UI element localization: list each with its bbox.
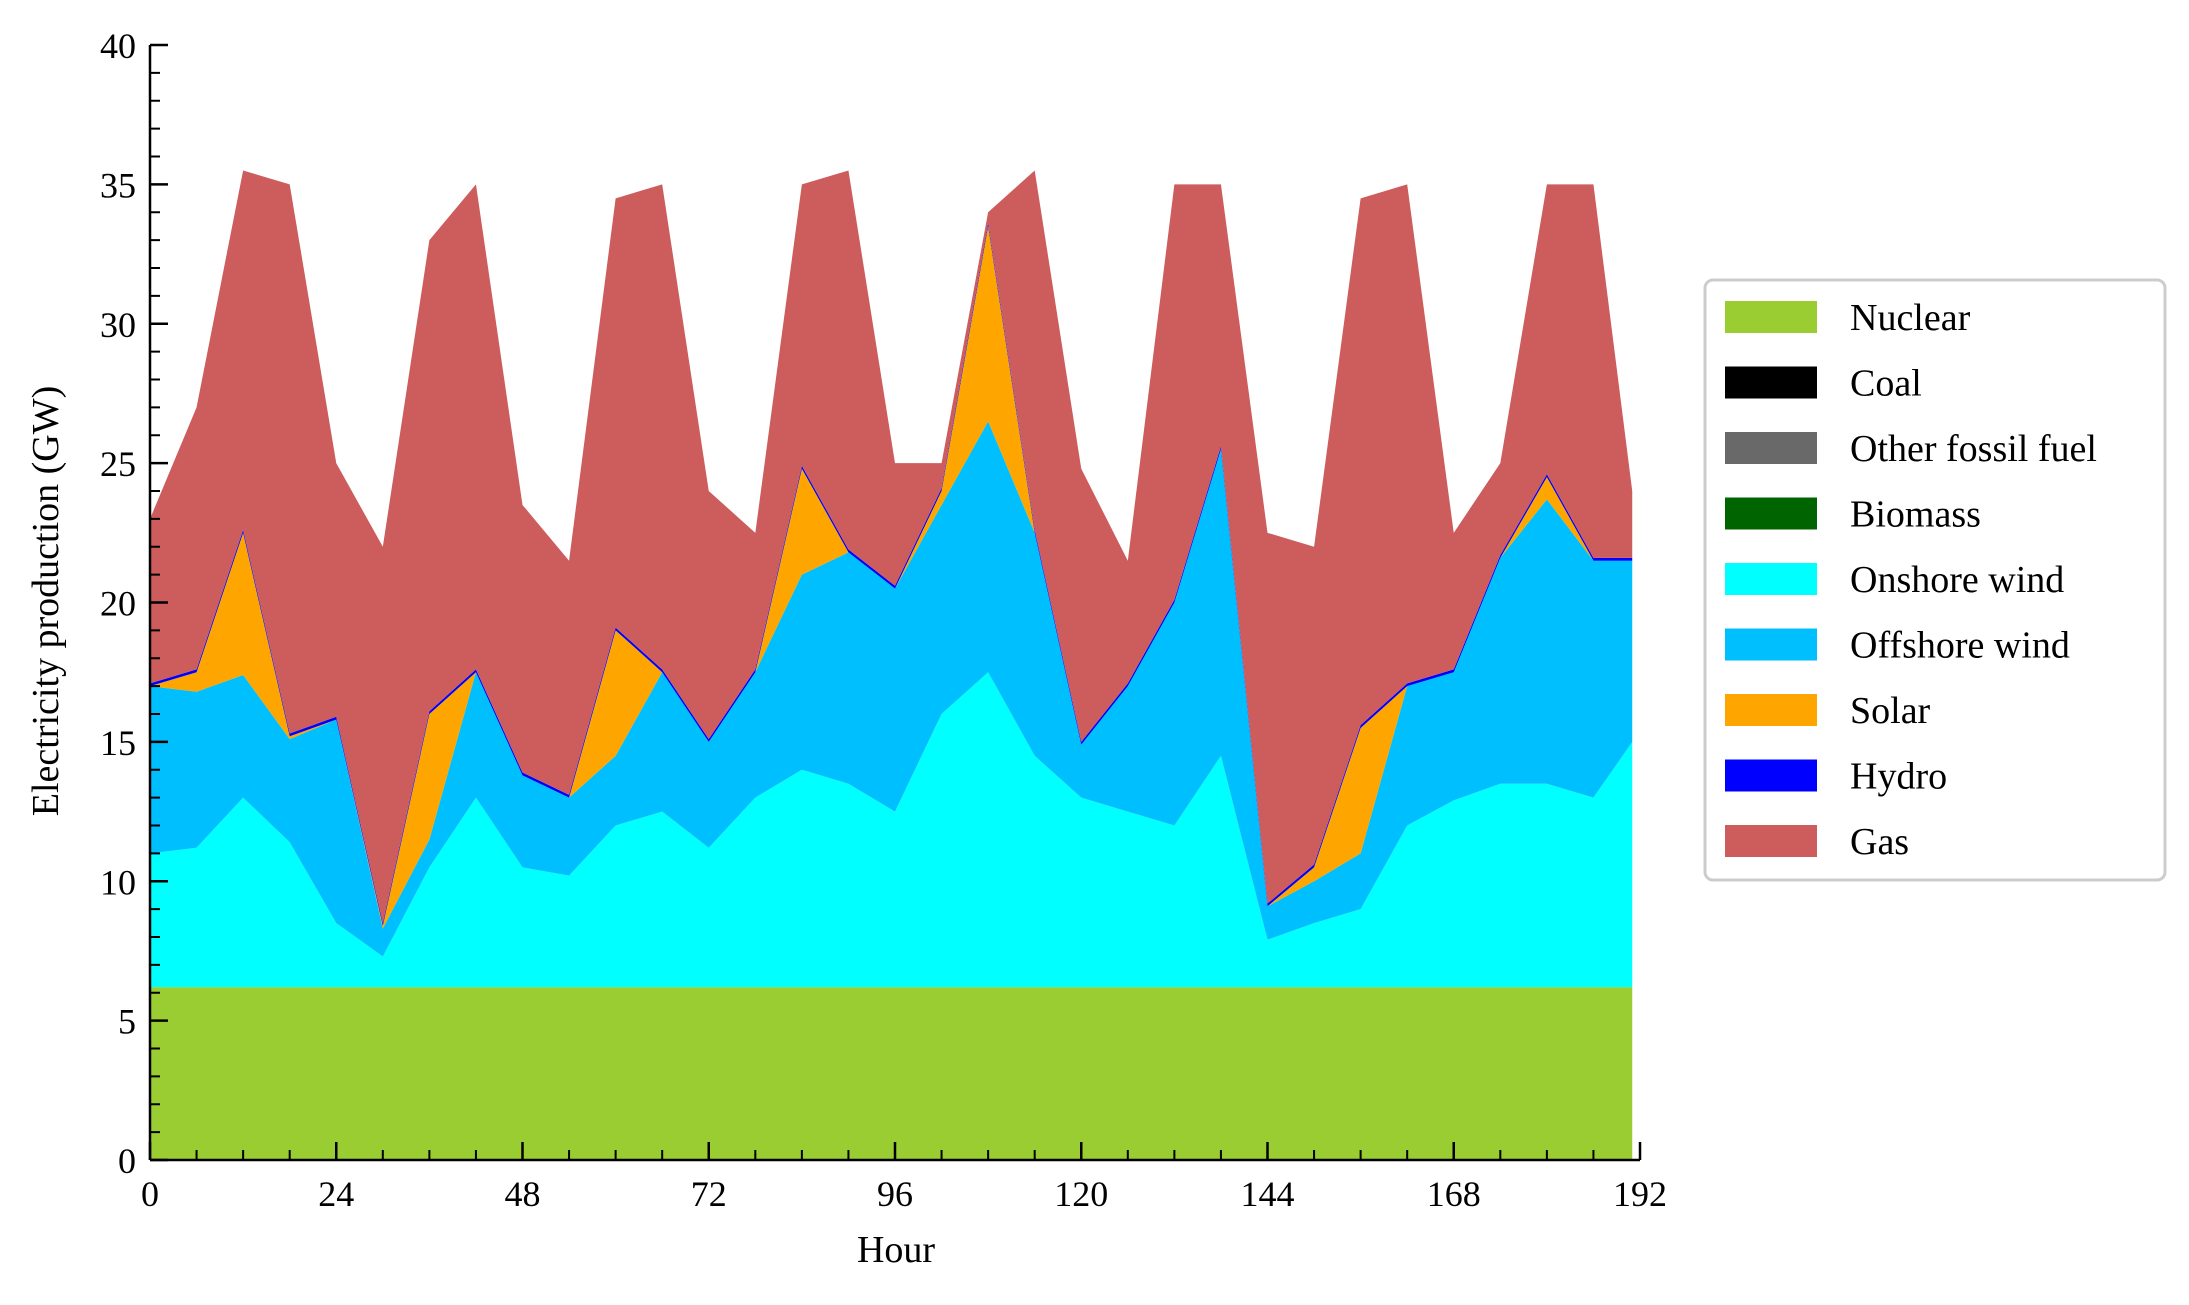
area-onshore-wind bbox=[150, 672, 1633, 988]
x-tick-label: 48 bbox=[505, 1174, 541, 1214]
y-tick-label: 25 bbox=[100, 444, 136, 484]
legend-swatch-onshore-wind bbox=[1725, 563, 1817, 595]
legend-swatch-coal bbox=[1725, 366, 1817, 399]
legend-label-biomass: Biomass bbox=[1850, 494, 1981, 536]
legend-label-gas: Gas bbox=[1850, 821, 1909, 863]
x-tick-label: 192 bbox=[1613, 1174, 1667, 1214]
plot-area bbox=[150, 170, 1633, 1160]
legend-label-offshore-wind: Offshore wind bbox=[1850, 625, 2070, 667]
legend-label-solar: Solar bbox=[1850, 690, 1931, 732]
x-axis-label: Hour bbox=[857, 1229, 935, 1271]
y-tick-label: 15 bbox=[100, 723, 136, 763]
y-tick-label: 20 bbox=[100, 584, 136, 624]
legend-label-hydro: Hydro bbox=[1850, 756, 1947, 798]
legend-swatch-nuclear bbox=[1725, 301, 1817, 333]
x-tick-label: 24 bbox=[318, 1174, 354, 1214]
y-axis-label: Electricity production (GW) bbox=[25, 386, 67, 817]
legend-label-coal: Coal bbox=[1850, 363, 1922, 405]
legend-box bbox=[1703, 278, 2167, 882]
x-tick-label: 120 bbox=[1054, 1174, 1108, 1214]
y-tick-label: 5 bbox=[118, 1002, 136, 1042]
y-tick-label: 35 bbox=[100, 165, 136, 205]
x-tick-label: 144 bbox=[1241, 1174, 1295, 1214]
legend-swatch-other-fossil-fuel bbox=[1725, 432, 1817, 464]
area-nuclear bbox=[150, 987, 1633, 1160]
legend-swatch-hydro bbox=[1725, 759, 1817, 792]
y-tick-label: 10 bbox=[100, 862, 136, 902]
legend: Nuclear Coal Other fossil fuel Biomass Onsho… bbox=[1703, 278, 2167, 882]
y-tick-label: 0 bbox=[118, 1141, 136, 1181]
x-tick-label: 96 bbox=[877, 1174, 913, 1214]
area-offshore-wind bbox=[150, 421, 1633, 957]
y-tick-label: 30 bbox=[100, 305, 136, 345]
legend-swatch-solar bbox=[1725, 694, 1817, 726]
x-tick-label: 72 bbox=[691, 1174, 727, 1214]
legend-label-nuclear: Nuclear bbox=[1850, 297, 1971, 339]
legend-label-other-fossil-fuel: Other fossil fuel bbox=[1850, 428, 2097, 470]
legend-swatch-gas bbox=[1725, 825, 1817, 857]
legend-label-onshore-wind: Onshore wind bbox=[1850, 559, 2064, 601]
y-tick-label: 40 bbox=[100, 26, 136, 66]
x-tick-label: 0 bbox=[141, 1174, 159, 1214]
legend-swatch-biomass bbox=[1725, 497, 1817, 530]
area-gas bbox=[150, 170, 1633, 924]
x-tick-label: 168 bbox=[1427, 1174, 1481, 1214]
legend-swatch-offshore-wind bbox=[1725, 628, 1817, 661]
axes: 0 5 10 15 20 25 30 35 40 0 24 48 72 96 120 144 168 192 bbox=[100, 26, 1667, 1214]
